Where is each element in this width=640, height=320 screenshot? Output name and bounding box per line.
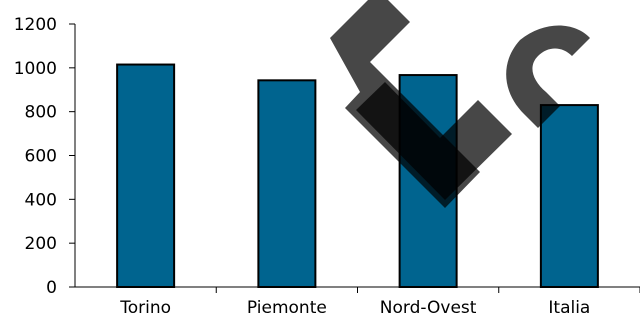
x-category-label: Italia: [548, 298, 590, 318]
y-tick-label: 600: [25, 147, 57, 167]
bar-italia: [539, 104, 599, 289]
labels: 0 200 400 600 800 1000 1200 Torino Piemonte Nord-…: [14, 15, 591, 318]
bar-torino: [116, 63, 176, 288]
y-tick-label: 800: [25, 103, 57, 123]
watermark-stroke: [506, 25, 590, 128]
watermark: [330, 0, 590, 208]
y-tick-label: 0: [46, 278, 57, 298]
y-tick-label: 1000: [14, 59, 57, 79]
y-tick-label: 1200: [14, 15, 57, 35]
bars: [116, 63, 599, 289]
bar-piemonte: [257, 79, 317, 288]
x-category-label: Nord-Ovest: [380, 298, 477, 318]
x-category-label: Torino: [119, 298, 171, 318]
watermark-stroke: [356, 82, 512, 200]
y-tick-label: 200: [25, 234, 57, 254]
y-tick-label: 400: [25, 190, 57, 210]
x-category-label: Piemonte: [247, 298, 327, 318]
